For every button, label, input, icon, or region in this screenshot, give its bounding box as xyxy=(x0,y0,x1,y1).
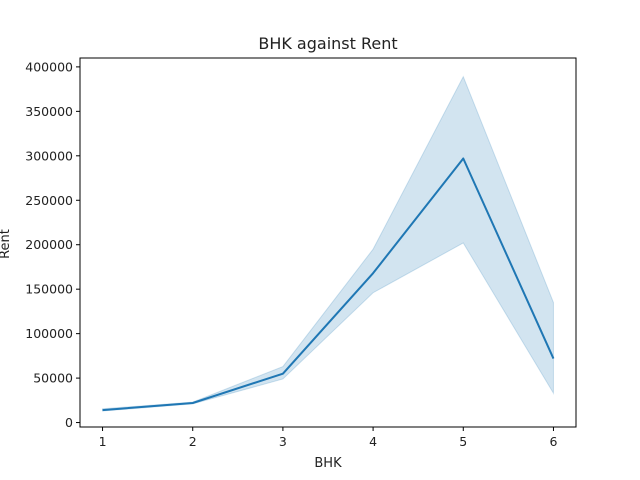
data-point xyxy=(192,402,194,404)
y-tick-label: 200000 xyxy=(25,237,73,252)
y-axis: 0 50000 100000 150000 200000 250000 300000 3500… xyxy=(25,59,80,430)
y-axis-label: Rent xyxy=(0,229,13,259)
y-tick-label: 0 xyxy=(65,415,73,430)
data-point xyxy=(552,358,554,360)
chart-title: BHK against Rent xyxy=(258,34,397,53)
y-tick-label: 150000 xyxy=(25,282,73,297)
x-tick-label: 6 xyxy=(549,434,557,449)
y-tick-label: 100000 xyxy=(25,326,73,341)
data-point xyxy=(102,409,104,411)
y-tick-label: 50000 xyxy=(33,371,73,386)
data-point xyxy=(462,157,464,159)
data-point xyxy=(372,272,374,274)
y-tick-label: 300000 xyxy=(25,148,73,163)
plot-area xyxy=(80,58,576,427)
data-point xyxy=(282,373,284,375)
x-axis-label: BHK xyxy=(314,456,342,471)
x-tick-label: 1 xyxy=(99,434,107,449)
y-tick-label: 350000 xyxy=(25,104,73,119)
x-tick-label: 3 xyxy=(279,434,287,449)
y-tick-label: 250000 xyxy=(25,193,73,208)
y-tick-label: 400000 xyxy=(25,59,73,74)
x-tick-label: 5 xyxy=(459,434,467,449)
confidence-band xyxy=(103,77,554,411)
x-tick-label: 4 xyxy=(369,434,377,449)
x-tick-label: 2 xyxy=(189,434,197,449)
x-axis: 1 2 3 4 5 6 xyxy=(99,427,558,449)
